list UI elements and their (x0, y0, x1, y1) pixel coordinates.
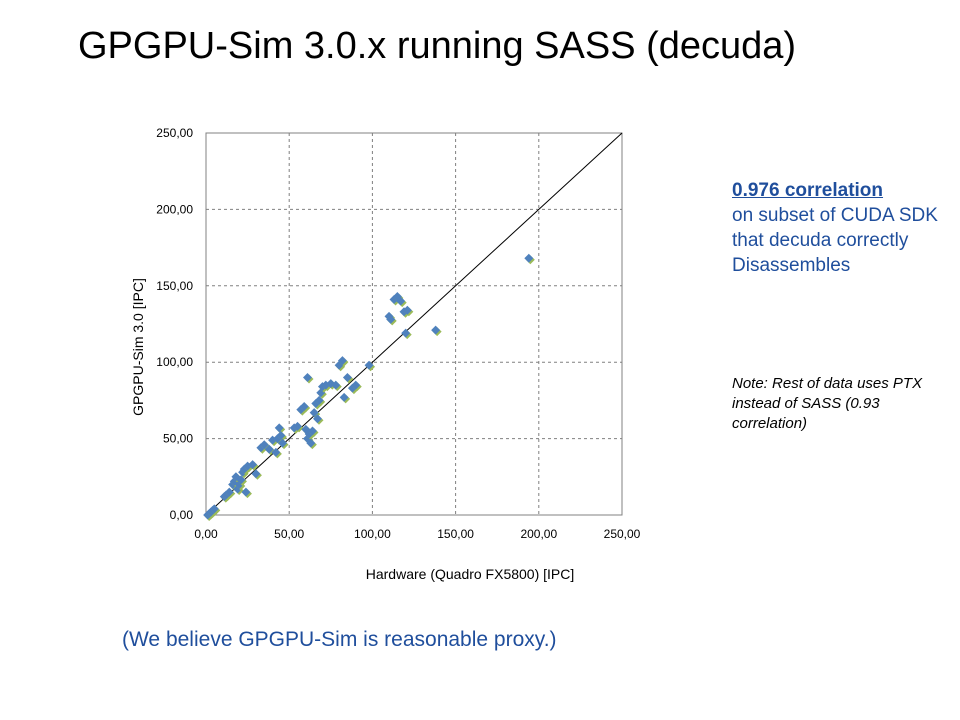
data-point-marker (248, 460, 258, 470)
x-tick-label: 50,00 (274, 527, 304, 541)
data-point-marker (259, 440, 269, 450)
data-point (224, 487, 236, 499)
data-point (303, 372, 314, 384)
correlation-note: 0.976 correlation on subset of CUDA SDK … (732, 178, 952, 278)
data-point-marker (314, 395, 324, 405)
y-axis-title: GPGPU-Sim 3.0 [IPC] (130, 278, 146, 416)
data-point (276, 431, 287, 442)
data-point-marker (402, 305, 412, 315)
data-point-marker (303, 372, 313, 382)
data-point (248, 460, 259, 471)
data-point (274, 423, 286, 434)
grid-lines (206, 133, 622, 515)
data-point (337, 356, 349, 367)
y-tick-label: 100,00 (156, 355, 193, 369)
x-tick-label: 200,00 (520, 527, 557, 541)
data-point-marker (331, 380, 341, 390)
data-point-marker (278, 438, 288, 448)
data-point-marker (364, 360, 374, 370)
data-point (401, 328, 412, 340)
data-points (203, 253, 535, 521)
scatter-chart: 0,00 50,00 100,00 150,00 200,00 250,00 0,00 50… (130, 126, 641, 582)
data-point-marker (224, 487, 234, 497)
data-point-marker (339, 392, 349, 402)
data-point-marker (386, 314, 396, 324)
data-point-marker (401, 328, 411, 338)
data-point (314, 395, 326, 407)
data-point (402, 305, 414, 317)
data-point (293, 421, 304, 433)
data-point-marker (337, 356, 347, 366)
x-axis-title: Hardware (Quadro FX5800) [IPC] (366, 566, 575, 582)
data-point-marker (307, 426, 317, 436)
data-point (431, 325, 442, 337)
correlation-headline: 0.976 correlation (732, 180, 884, 201)
data-point (251, 469, 262, 480)
data-point (307, 426, 319, 437)
data-point (278, 438, 289, 450)
data-point (312, 414, 324, 425)
y-tick-label: 150,00 (156, 279, 193, 293)
data-point-marker (342, 372, 352, 382)
data-point (331, 380, 342, 392)
data-point-marker (524, 253, 534, 263)
data-point (342, 372, 354, 384)
slide-title: GPGPU-Sim 3.0.x running SASS (decuda) (78, 25, 797, 67)
footer-note: (We believe GPGPU-Sim is reasonable prox… (122, 628, 557, 651)
data-point-marker (241, 487, 251, 497)
data-point-marker (396, 296, 406, 306)
data-point (524, 253, 535, 265)
data-point (306, 438, 317, 450)
data-point-marker (309, 408, 319, 418)
data-point-marker (251, 469, 261, 479)
y-tick-label: 0,00 (170, 508, 194, 522)
y-tick-label: 200,00 (156, 202, 193, 216)
data-point-marker (293, 421, 303, 431)
x-tick-labels: 0,00 50,00 100,00 150,00 200,00 250,00 (194, 527, 640, 541)
data-point (396, 296, 407, 308)
data-point-marker (271, 447, 281, 457)
x-tick-label: 150,00 (437, 527, 474, 541)
data-point (209, 504, 221, 515)
data-point-marker (431, 325, 441, 335)
data-point-marker (306, 438, 316, 448)
plot-area-border (205, 132, 623, 516)
data-point-marker (276, 431, 286, 441)
y-tick-labels: 0,00 50,00 100,00 150,00 200,00 250,00 (156, 126, 193, 522)
data-point-marker (312, 414, 322, 424)
x-tick-label: 100,00 (354, 527, 391, 541)
data-point-marker (236, 475, 246, 485)
data-point (339, 392, 351, 404)
data-point (271, 447, 282, 459)
data-point (364, 360, 376, 372)
correlation-description: on subset of CUDA SDK that decuda correc… (732, 205, 938, 276)
data-point-marker (264, 444, 274, 454)
data-point (241, 487, 252, 499)
data-point-marker (351, 380, 361, 390)
x-tick-label: 250,00 (604, 527, 641, 541)
data-point (386, 314, 397, 326)
data-point (299, 402, 311, 413)
data-point-marker (299, 402, 309, 412)
x-tick-label: 0,00 (194, 527, 218, 541)
data-point-marker (209, 504, 219, 514)
data-point (236, 475, 247, 486)
y-tick-label: 50,00 (163, 432, 193, 446)
ptx-note: Note: Rest of data uses PTX instead of S… (732, 375, 923, 432)
data-point-marker (274, 423, 284, 433)
y-tick-label: 250,00 (156, 126, 193, 140)
data-point (351, 380, 362, 392)
reference-diagonal-line (205, 132, 623, 516)
